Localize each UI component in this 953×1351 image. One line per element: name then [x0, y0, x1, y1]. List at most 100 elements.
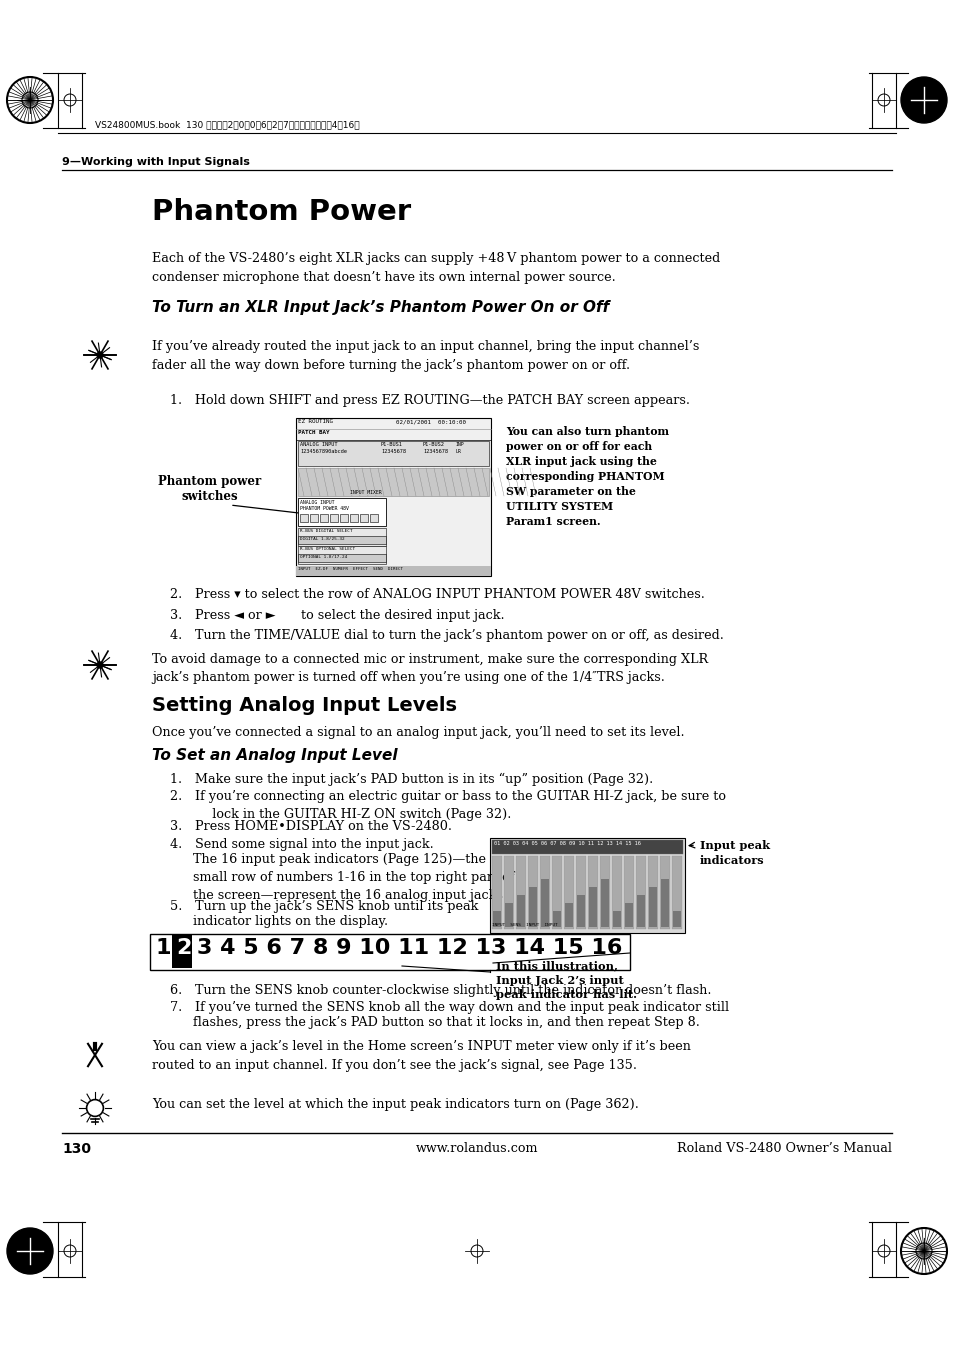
- Bar: [552, 857, 561, 929]
- Text: INP: INP: [456, 442, 464, 447]
- Bar: [370, 513, 377, 521]
- Bar: [527, 857, 537, 929]
- Bar: [310, 513, 317, 521]
- Text: www.rolandus.com: www.rolandus.com: [416, 1142, 537, 1155]
- Bar: [295, 417, 491, 576]
- Text: EZ ROUTING: EZ ROUTING: [297, 419, 333, 424]
- Polygon shape: [900, 1228, 946, 1274]
- Text: To avoid damage to a connected mic or instrument, make sure the corresponding XL: To avoid damage to a connected mic or in…: [152, 653, 707, 685]
- Text: Input peak
indicators: Input peak indicators: [700, 840, 769, 866]
- Text: 7. If you’ve turned the SENS knob all the way down and the input peak indicator : 7. If you’ve turned the SENS knob all th…: [170, 1001, 728, 1015]
- Text: Phantom power
switches: Phantom power switches: [158, 476, 261, 503]
- Text: OPTIONAL 1-8/17-24: OPTIONAL 1-8/17-24: [299, 555, 347, 559]
- Bar: [297, 554, 386, 562]
- Text: ANALOG INPUT: ANALOG INPUT: [299, 442, 337, 447]
- Bar: [295, 566, 491, 576]
- Text: LR: LR: [456, 449, 461, 454]
- Bar: [297, 546, 386, 563]
- Circle shape: [900, 77, 946, 123]
- Bar: [660, 880, 668, 927]
- Text: 3. Press HOME•DISPLAY on the VS-2480.: 3. Press HOME•DISPLAY on the VS-2480.: [170, 820, 452, 834]
- Bar: [297, 528, 386, 546]
- Text: Roland VS-2480 Owner’s Manual: Roland VS-2480 Owner’s Manual: [677, 1142, 891, 1155]
- Text: 2: 2: [175, 938, 192, 958]
- Text: 3. Press ◄ or ►  to select the desired input jack.: 3. Press ◄ or ► to select the desired in…: [170, 609, 504, 621]
- Bar: [297, 467, 489, 496]
- Text: In this illustration,
Input Jack 2’s input
peak indicator has lit.: In this illustration, Input Jack 2’s inp…: [496, 961, 637, 1000]
- Text: PATCH BAY: PATCH BAY: [297, 430, 329, 435]
- Text: P1-BUS2: P1-BUS2: [422, 442, 444, 447]
- Bar: [636, 857, 645, 929]
- Text: 3 4 5 6 7 8 9 10 11 12 13 14 15 16: 3 4 5 6 7 8 9 10 11 12 13 14 15 16: [196, 938, 621, 958]
- Text: P1-BUS1: P1-BUS1: [380, 442, 402, 447]
- Bar: [672, 911, 680, 927]
- Text: If you’ve already routed the input jack to an input channel, bring the input cha: If you’ve already routed the input jack …: [152, 340, 699, 372]
- Text: To Set an Analog Input Level: To Set an Analog Input Level: [152, 748, 397, 763]
- Bar: [492, 840, 682, 854]
- Text: flashes, press the jack’s PAD button so that it locks in, and then repeat Step 8: flashes, press the jack’s PAD button so …: [193, 1016, 700, 1029]
- Bar: [517, 894, 524, 927]
- Bar: [350, 513, 357, 521]
- Circle shape: [97, 353, 103, 358]
- Text: 1. Make sure the input jack’s PAD button is in its “up” position (Page 32).: 1. Make sure the input jack’s PAD button…: [170, 773, 653, 786]
- Text: You can view a jack’s level in the Home screen’s INPUT meter view only if it’s b: You can view a jack’s level in the Home …: [152, 1040, 690, 1071]
- Bar: [587, 857, 598, 929]
- Bar: [576, 857, 585, 929]
- Text: 1. Hold down SHIFT and press EZ ROUTING—the PATCH BAY screen appears.: 1. Hold down SHIFT and press EZ ROUTING—…: [170, 394, 689, 407]
- Bar: [659, 857, 669, 929]
- Bar: [624, 902, 633, 927]
- Bar: [490, 838, 684, 934]
- Bar: [539, 857, 550, 929]
- Bar: [297, 536, 386, 544]
- Text: 130: 130: [62, 1142, 91, 1156]
- Bar: [564, 902, 573, 927]
- Text: 2. If you’re connecting an electric guitar or bass to the GUITAR HI-Z jack, be s: 2. If you’re connecting an electric guit…: [170, 790, 725, 821]
- Text: indicator lights on the display.: indicator lights on the display.: [193, 915, 388, 928]
- Bar: [297, 440, 489, 466]
- Circle shape: [7, 1228, 53, 1274]
- Bar: [613, 911, 620, 927]
- Bar: [623, 857, 634, 929]
- Text: R-BUS DIGITAL SELECT: R-BUS DIGITAL SELECT: [299, 530, 352, 534]
- Bar: [600, 880, 608, 927]
- Text: 2. Press ▾ to select the row of ANALOG INPUT PHANTOM POWER 48V switches.: 2. Press ▾ to select the row of ANALOG I…: [170, 588, 704, 601]
- Text: To Turn an XLR Input Jack’s Phantom Power On or Off: To Turn an XLR Input Jack’s Phantom Powe…: [152, 300, 609, 315]
- Bar: [540, 880, 548, 927]
- Bar: [150, 934, 629, 970]
- Bar: [599, 857, 609, 929]
- Bar: [563, 857, 574, 929]
- Bar: [330, 513, 337, 521]
- Bar: [297, 499, 386, 526]
- Bar: [299, 513, 308, 521]
- Bar: [529, 888, 537, 927]
- Bar: [671, 857, 681, 929]
- Text: Phantom Power: Phantom Power: [152, 199, 411, 226]
- Bar: [648, 888, 657, 927]
- Text: The 16 input peak indicators (Page 125)—the
small row of numbers 1-16 in the top: The 16 input peak indicators (Page 125)—…: [193, 852, 514, 902]
- Text: 1: 1: [156, 938, 172, 958]
- Text: 6. Turn the SENS knob counter-clockwise slightly until the indicator doesn’t fla: 6. Turn the SENS knob counter-clockwise …: [170, 984, 711, 997]
- Text: INPUT  SENS  INPUT  INPUT: INPUT SENS INPUT INPUT: [492, 923, 558, 927]
- Circle shape: [87, 1100, 103, 1116]
- Bar: [503, 857, 514, 929]
- Polygon shape: [7, 77, 53, 123]
- Text: You can also turn phantom
power on or off for each
XLR input jack using the
corr: You can also turn phantom power on or of…: [505, 426, 668, 527]
- Text: DIGITAL 1-8/25-32: DIGITAL 1-8/25-32: [299, 536, 344, 540]
- Text: 12345678: 12345678: [380, 449, 406, 454]
- Bar: [577, 894, 584, 927]
- Text: ANALOG INPUT: ANALOG INPUT: [299, 500, 335, 505]
- Bar: [516, 857, 525, 929]
- Text: Once you’ve connected a signal to an analog input jack, you’ll need to set its l: Once you’ve connected a signal to an ana…: [152, 725, 684, 739]
- Text: 4. Send some signal into the input jack.: 4. Send some signal into the input jack.: [170, 838, 434, 851]
- Text: INPUT  EZ.DF  NUMEFR  EFFECT  SEND  DIRECT: INPUT EZ.DF NUMEFR EFFECT SEND DIRECT: [297, 567, 402, 571]
- Bar: [319, 513, 328, 521]
- Text: 1234567890abcde: 1234567890abcde: [299, 449, 347, 454]
- Bar: [504, 902, 513, 927]
- Text: 12345678: 12345678: [422, 449, 448, 454]
- Text: R-BUS OPTIONAL SELECT: R-BUS OPTIONAL SELECT: [299, 547, 355, 551]
- Text: 4. Turn the TIME/VALUE dial to turn the jack’s phantom power on or off, as desir: 4. Turn the TIME/VALUE dial to turn the …: [170, 630, 723, 642]
- Bar: [647, 857, 658, 929]
- Bar: [172, 935, 192, 969]
- Bar: [553, 911, 560, 927]
- Bar: [359, 513, 368, 521]
